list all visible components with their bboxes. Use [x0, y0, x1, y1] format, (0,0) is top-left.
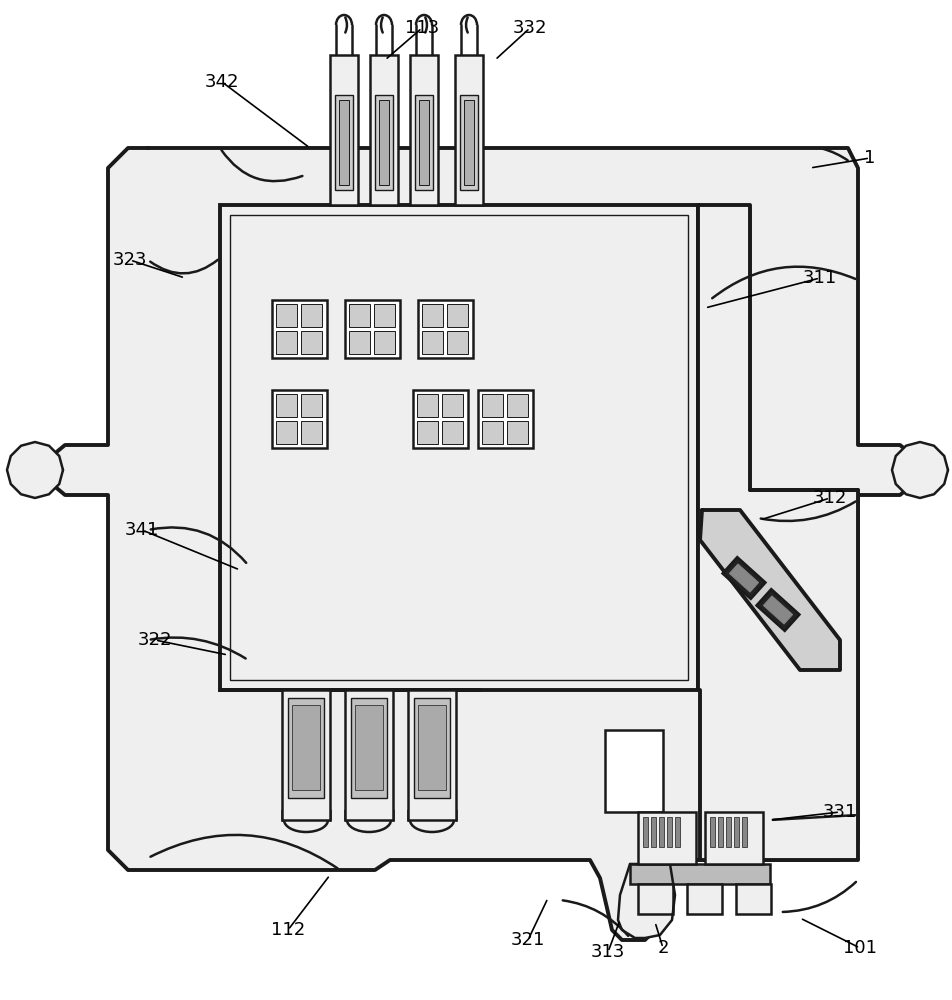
Text: 1: 1 [864, 149, 876, 167]
Bar [375, 95, 393, 190]
Bar [419, 100, 429, 185]
Bar [370, 55, 398, 205]
Bar [675, 817, 680, 847]
Bar [414, 698, 450, 798]
Text: 321: 321 [511, 931, 545, 949]
Bar [422, 331, 443, 354]
Bar [379, 100, 389, 185]
Polygon shape [35, 148, 930, 940]
Bar [605, 730, 663, 812]
Bar [282, 690, 330, 820]
Bar [345, 690, 393, 820]
Text: 342: 342 [205, 73, 239, 91]
Bar [292, 705, 320, 790]
Bar [418, 300, 473, 358]
Bar [726, 817, 731, 847]
Bar [355, 705, 383, 790]
Text: 2: 2 [657, 939, 668, 957]
Bar [349, 331, 370, 354]
Polygon shape [892, 442, 948, 498]
Bar [288, 698, 324, 798]
Bar [460, 95, 478, 190]
Bar [276, 421, 297, 444]
Bar [638, 812, 696, 864]
Bar [734, 817, 739, 847]
Bar [417, 421, 438, 444]
Polygon shape [698, 205, 858, 860]
Bar [638, 884, 673, 914]
Bar [339, 100, 349, 185]
Bar [335, 95, 353, 190]
Text: 311: 311 [803, 269, 837, 287]
Bar [507, 421, 528, 444]
Text: 341: 341 [125, 521, 159, 539]
Polygon shape [723, 557, 765, 599]
Bar [643, 817, 648, 847]
Bar [667, 817, 672, 847]
Bar [447, 331, 468, 354]
Bar [710, 817, 715, 847]
Bar [415, 95, 433, 190]
Bar [659, 817, 664, 847]
Bar [482, 394, 503, 417]
Bar [455, 55, 483, 205]
Polygon shape [7, 442, 63, 498]
Bar [422, 304, 443, 327]
Bar [447, 304, 468, 327]
Bar [442, 421, 463, 444]
Bar [351, 698, 387, 798]
Text: 331: 331 [823, 803, 857, 821]
Bar [742, 817, 747, 847]
Text: 322: 322 [138, 631, 172, 649]
Text: 101: 101 [843, 939, 877, 957]
Polygon shape [618, 864, 675, 938]
Bar [220, 205, 698, 690]
Text: 312: 312 [813, 489, 847, 507]
Bar [330, 55, 358, 205]
Text: 112: 112 [271, 921, 306, 939]
Polygon shape [764, 596, 793, 624]
Bar [464, 100, 474, 185]
Polygon shape [757, 589, 800, 631]
Polygon shape [729, 564, 759, 592]
Bar [276, 331, 297, 354]
Bar [301, 331, 322, 354]
Bar [410, 55, 438, 205]
Bar [418, 705, 446, 790]
Bar [651, 817, 656, 847]
Bar [478, 390, 533, 448]
Text: 332: 332 [513, 19, 547, 37]
Bar [705, 812, 763, 864]
Bar [718, 817, 723, 847]
Bar [687, 884, 722, 914]
Bar [482, 421, 503, 444]
Bar [301, 394, 322, 417]
Bar [230, 215, 688, 680]
Bar [736, 884, 771, 914]
Text: 313: 313 [591, 943, 625, 961]
Polygon shape [700, 510, 840, 670]
Bar [272, 390, 327, 448]
Bar [413, 390, 468, 448]
Bar [374, 331, 395, 354]
Bar [374, 304, 395, 327]
Bar [349, 304, 370, 327]
Text: 323: 323 [112, 251, 148, 269]
Bar [630, 864, 770, 884]
Bar [276, 394, 297, 417]
Bar [408, 690, 456, 820]
Bar [507, 394, 528, 417]
Bar [272, 300, 327, 358]
Bar [276, 304, 297, 327]
Bar [301, 421, 322, 444]
Bar [442, 394, 463, 417]
Bar [417, 394, 438, 417]
Bar [301, 304, 322, 327]
Bar [345, 300, 400, 358]
Text: 113: 113 [405, 19, 439, 37]
